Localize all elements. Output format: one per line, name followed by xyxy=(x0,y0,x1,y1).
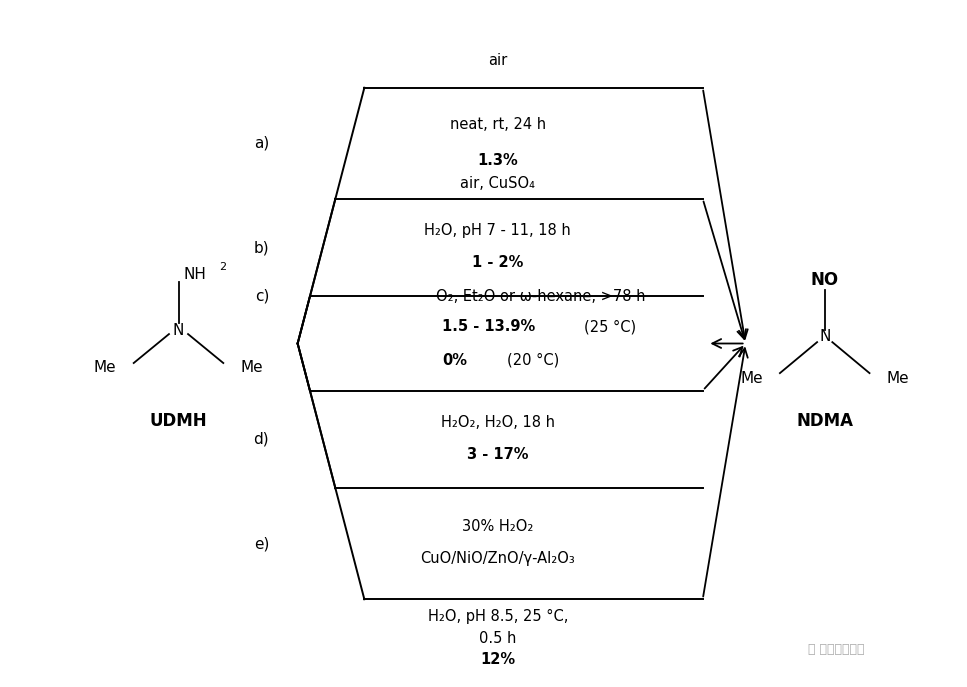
Text: air: air xyxy=(488,54,508,68)
Text: 1.3%: 1.3% xyxy=(478,153,518,168)
Text: a): a) xyxy=(253,136,269,150)
Text: b): b) xyxy=(253,240,269,255)
Text: N: N xyxy=(819,329,831,344)
Text: e): e) xyxy=(253,537,269,551)
Text: air, CuSO₄: air, CuSO₄ xyxy=(460,177,535,192)
Text: UDMH: UDMH xyxy=(150,412,207,430)
Text: 12%: 12% xyxy=(481,653,515,667)
Text: 3 - 17%: 3 - 17% xyxy=(467,447,529,462)
Text: O₂, Et₂O or ω-hexane, >78 h: O₂, Et₂O or ω-hexane, >78 h xyxy=(436,289,645,304)
Text: 30% H₂O₂: 30% H₂O₂ xyxy=(462,519,534,534)
Text: neat, rt, 24 h: neat, rt, 24 h xyxy=(450,117,545,132)
Text: NH: NH xyxy=(184,267,206,282)
Text: 2: 2 xyxy=(220,262,226,272)
Text: H₂O, pH 8.5, 25 °C,: H₂O, pH 8.5, 25 °C, xyxy=(427,609,568,624)
Text: H₂O₂, H₂O, 18 h: H₂O₂, H₂O, 18 h xyxy=(441,415,555,430)
Text: (25 °C): (25 °C) xyxy=(583,319,635,334)
Text: Me: Me xyxy=(740,371,763,386)
Text: Me: Me xyxy=(241,359,263,374)
Text: 0.5 h: 0.5 h xyxy=(479,631,516,646)
Text: (20 °C): (20 °C) xyxy=(508,353,560,368)
Text: d): d) xyxy=(253,432,269,447)
Text: Me: Me xyxy=(887,371,909,386)
Text: 🦋 科研文献拆解: 🦋 科研文献拆解 xyxy=(807,643,864,656)
Text: 0%: 0% xyxy=(443,353,467,368)
Text: NO: NO xyxy=(810,271,838,289)
Text: 1 - 2%: 1 - 2% xyxy=(472,255,523,270)
Text: H₂O, pH 7 - 11, 18 h: H₂O, pH 7 - 11, 18 h xyxy=(425,223,571,238)
Text: Me: Me xyxy=(94,359,117,374)
Text: 1.5 - 13.9%: 1.5 - 13.9% xyxy=(442,319,535,334)
Text: NDMA: NDMA xyxy=(796,412,853,430)
Text: N: N xyxy=(173,322,184,337)
Text: c): c) xyxy=(254,289,269,304)
Text: CuO/NiO/ZnO/γ-Al₂O₃: CuO/NiO/ZnO/γ-Al₂O₃ xyxy=(421,551,575,566)
